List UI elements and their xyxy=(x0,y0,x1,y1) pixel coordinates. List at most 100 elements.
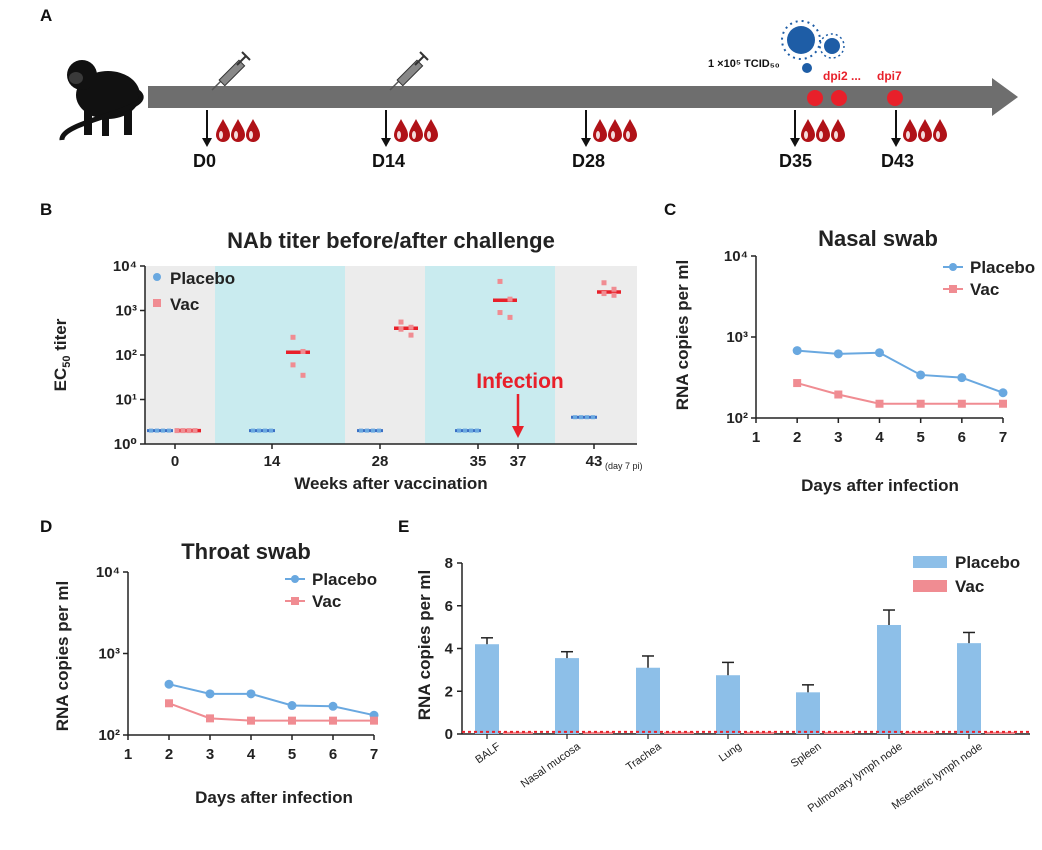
data-point-vac xyxy=(398,326,404,332)
data-point-vac xyxy=(611,286,617,292)
data-point-placebo xyxy=(205,689,215,699)
bar-vac xyxy=(985,731,1015,734)
data-point-vac xyxy=(957,399,966,408)
legend-label-vac: Vac xyxy=(955,577,984,596)
data-point-vac xyxy=(999,399,1007,408)
panel-letter-e: E xyxy=(398,517,409,536)
data-point-vac xyxy=(408,324,414,330)
timepoint-d28: D28 xyxy=(572,110,637,171)
x-tick-label: 4 xyxy=(875,429,884,446)
data-point-vac xyxy=(408,332,414,338)
data-point-vac xyxy=(192,428,198,434)
y-tick-label: 10² xyxy=(726,410,748,427)
x-tick-label: 37 xyxy=(510,453,527,470)
timepoint-d43: D43 xyxy=(881,110,947,171)
legend-marker-vac xyxy=(291,597,299,605)
data-point-placebo xyxy=(269,428,273,433)
bar-placebo xyxy=(475,644,499,734)
legend-marker-placebo xyxy=(949,263,957,271)
bar-vac xyxy=(503,731,533,734)
data-point-vac xyxy=(300,372,306,378)
legend-marker-vac xyxy=(949,285,957,293)
sampling-dot xyxy=(807,90,823,106)
timepoint-d0: D0 xyxy=(193,110,260,171)
virus-icon xyxy=(781,20,845,73)
legend-label-placebo: Placebo xyxy=(970,258,1035,277)
bar-vac xyxy=(583,731,613,734)
x-tick-label: 3 xyxy=(206,746,214,763)
chart-title: Nasal swab xyxy=(818,226,938,251)
x-tick-label: 3 xyxy=(834,429,842,446)
y-tick-label: 6 xyxy=(445,598,453,615)
day-label-d28: D28 xyxy=(572,151,605,171)
dpi2-label: dpi2 ... xyxy=(823,69,861,83)
data-point-placebo xyxy=(833,349,843,359)
data-point-vac xyxy=(834,390,843,399)
series-line-placebo xyxy=(168,683,375,717)
y-tick-label: 10⁴ xyxy=(724,248,748,265)
y-tick-label: 10⁰ xyxy=(114,436,137,453)
y-axis-label: RNA copies per ml xyxy=(415,570,434,721)
day-label-d43: D43 xyxy=(881,151,914,171)
category-label: Nasal mucosa xyxy=(519,740,584,790)
legend-marker-placebo xyxy=(291,575,299,583)
background-band xyxy=(345,266,425,444)
dpi7-label: dpi7 xyxy=(877,69,902,83)
data-point-placebo xyxy=(475,428,479,433)
x-tick-label: 5 xyxy=(288,746,296,763)
series-line-vac xyxy=(796,382,1003,405)
x-tick-note: (day 7 pi) xyxy=(605,461,643,471)
syringe-icon xyxy=(211,51,251,91)
panel-letter-d: D xyxy=(40,517,52,536)
data-point-placebo xyxy=(457,428,461,433)
y-axis-label: RNA copies per ml xyxy=(673,260,692,411)
data-point-placebo xyxy=(957,373,967,383)
chart-nab-titer: NAb titer before/after challenge 10⁰ 10¹ 10… xyxy=(51,228,643,493)
chart-title: NAb titer before/after challenge xyxy=(227,228,555,253)
background-band xyxy=(425,266,555,444)
y-tick-label: 8 xyxy=(445,555,453,572)
x-tick-label: 4 xyxy=(247,746,256,763)
day-label-d0: D0 xyxy=(193,151,216,171)
x-tick-label: 1 xyxy=(752,429,760,446)
legend-swatch-placebo xyxy=(913,556,947,568)
data-point-placebo xyxy=(164,679,174,689)
legend-label-placebo: Placebo xyxy=(170,269,235,288)
chart-throat-swab: Throat swab 10² 10³ 10⁴ 1 2 3 4 5 6 7 Days after in… xyxy=(53,539,379,807)
category-label: Msenteric lymph node xyxy=(890,741,985,813)
data-point-vac xyxy=(174,428,180,434)
data-point-placebo xyxy=(251,428,255,433)
data-point-placebo xyxy=(167,428,171,433)
timepoint-d14: D14 xyxy=(372,110,438,171)
data-point-placebo xyxy=(377,428,381,433)
panel-a: A D0 D14 xyxy=(40,6,1018,171)
y-tick-label: 10¹ xyxy=(115,392,137,409)
y-tick-label: 10⁴ xyxy=(96,564,120,581)
data-point-vac xyxy=(370,716,378,725)
data-point-placebo xyxy=(573,415,577,420)
x-tick-label: 5 xyxy=(916,429,924,446)
panel-letter-a: A xyxy=(40,6,52,25)
data-point-vac xyxy=(300,348,306,354)
y-tick-label: 10² xyxy=(115,347,137,364)
data-point-vac xyxy=(601,280,607,286)
category-label: Trachea xyxy=(624,740,664,773)
x-tick-label: 6 xyxy=(958,429,966,446)
background-band xyxy=(555,266,637,444)
x-tick-label: 2 xyxy=(165,746,173,763)
data-point-placebo xyxy=(591,415,595,420)
background-band xyxy=(145,266,215,444)
y-tick-label: 2 xyxy=(445,683,453,700)
data-point-placebo xyxy=(161,428,165,433)
timeline-arrow xyxy=(148,78,1018,116)
x-tick-label: 1 xyxy=(124,746,132,763)
x-tick-label: 7 xyxy=(999,429,1007,446)
legend-label-placebo: Placebo xyxy=(955,553,1020,572)
sampling-dot xyxy=(887,90,903,106)
data-point-placebo xyxy=(328,701,338,711)
y-tick-label: 4 xyxy=(445,641,454,658)
legend-label-vac: Vac xyxy=(970,280,999,299)
x-tick-label: 35 xyxy=(470,453,487,470)
category-label: Lung xyxy=(717,741,744,765)
legend-label-placebo: Placebo xyxy=(312,570,377,589)
